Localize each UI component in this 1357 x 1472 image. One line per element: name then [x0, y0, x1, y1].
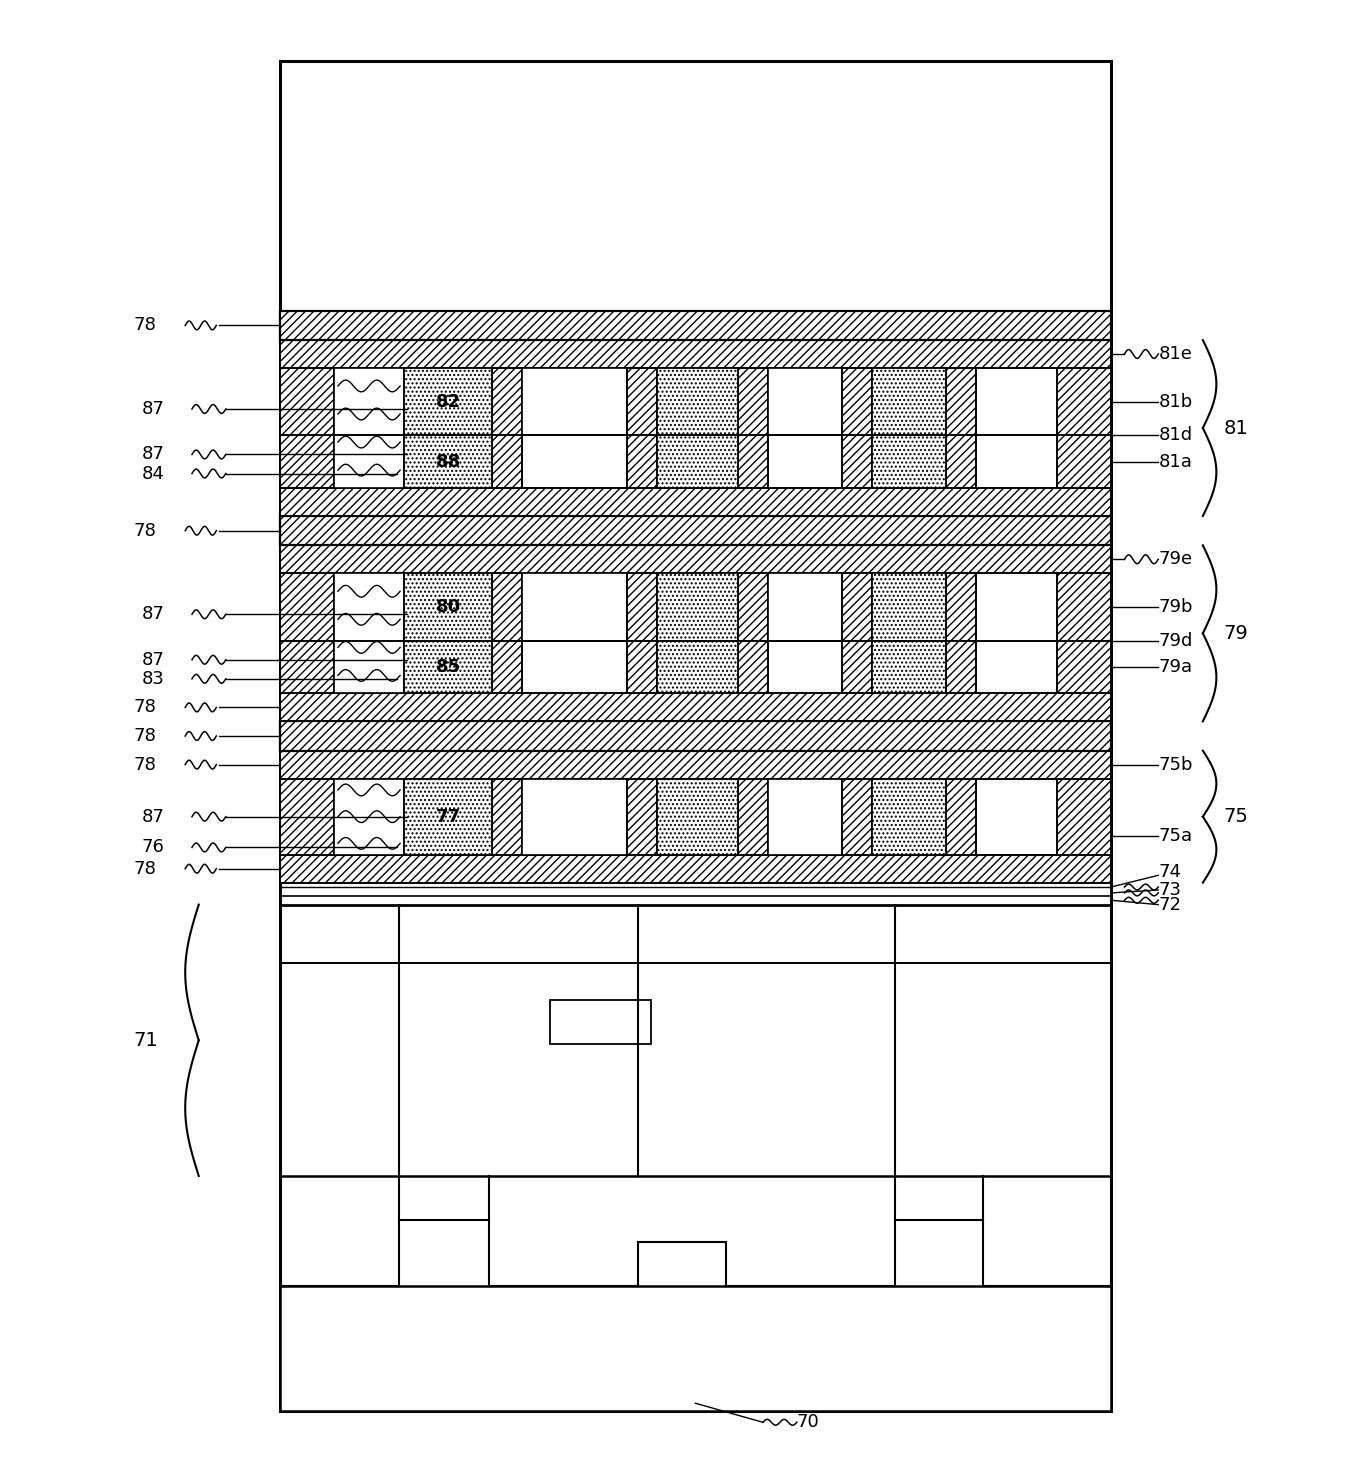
Bar	[768, 779, 843, 855]
Text: 78: 78	[134, 521, 157, 540]
Bar	[280, 779, 334, 855]
Bar	[1057, 779, 1111, 855]
Text: 81: 81	[1223, 418, 1248, 437]
Text: 70: 70	[797, 1413, 820, 1431]
Text: 81d: 81d	[1159, 427, 1193, 445]
Text: 79: 79	[1223, 624, 1248, 643]
Bar	[493, 573, 521, 693]
Text: 87: 87	[142, 446, 164, 464]
Bar	[521, 573, 627, 640]
Bar	[280, 311, 1111, 340]
Bar	[521, 779, 627, 855]
Bar	[627, 573, 657, 693]
Bar	[871, 573, 946, 693]
Text: 87: 87	[142, 651, 164, 668]
Bar	[404, 779, 493, 855]
Bar	[768, 573, 843, 640]
Text: 75: 75	[1223, 807, 1248, 826]
Bar	[404, 368, 493, 489]
Bar	[280, 368, 334, 489]
Bar	[280, 489, 1111, 517]
Text: 77: 77	[436, 808, 460, 826]
Bar	[280, 62, 1111, 1410]
Bar	[768, 368, 843, 436]
Bar	[280, 340, 1111, 368]
Bar	[334, 779, 404, 855]
Text: 87: 87	[142, 400, 164, 418]
Text: 71: 71	[133, 1030, 159, 1050]
Bar	[946, 573, 976, 693]
Bar	[280, 693, 1111, 721]
Text: 87: 87	[142, 605, 164, 623]
Bar	[1057, 368, 1111, 489]
Bar	[493, 779, 521, 855]
Bar	[550, 999, 651, 1044]
Text: 78: 78	[134, 860, 157, 877]
Bar	[843, 573, 871, 693]
Bar	[738, 573, 768, 693]
Text: 88: 88	[436, 453, 461, 471]
Text: 82: 82	[436, 393, 460, 411]
Text: 74: 74	[1159, 864, 1181, 882]
Bar	[738, 368, 768, 489]
Bar	[843, 368, 871, 489]
Text: 79d: 79d	[1159, 631, 1193, 649]
Bar	[871, 779, 946, 855]
Text: 75b: 75b	[1159, 755, 1193, 774]
Text: 80: 80	[436, 598, 460, 615]
Text: 81b: 81b	[1159, 393, 1193, 411]
Bar	[280, 573, 334, 693]
Bar	[404, 573, 493, 693]
Text: 81e: 81e	[1159, 344, 1193, 364]
Text: 83: 83	[142, 670, 164, 687]
Bar	[843, 779, 871, 855]
Text: 76: 76	[142, 839, 164, 857]
Bar	[627, 779, 657, 855]
Text: 73: 73	[1159, 880, 1181, 899]
Text: 75a: 75a	[1159, 827, 1193, 845]
Text: 85: 85	[436, 658, 460, 676]
Bar	[334, 573, 404, 693]
Bar	[280, 721, 1111, 751]
Text: 79a: 79a	[1159, 658, 1193, 676]
Bar	[738, 779, 768, 855]
Text: 78: 78	[134, 316, 157, 334]
Bar	[657, 779, 738, 855]
Bar	[493, 368, 521, 489]
Text: 72: 72	[1159, 895, 1181, 914]
Bar	[280, 517, 1111, 545]
Bar	[657, 368, 738, 489]
Bar	[627, 368, 657, 489]
Bar	[946, 779, 976, 855]
Text: 81a: 81a	[1159, 453, 1193, 471]
Bar	[657, 573, 738, 693]
Text: 79b: 79b	[1159, 598, 1193, 615]
Bar	[280, 545, 1111, 573]
Text: 78: 78	[134, 727, 157, 745]
Bar	[871, 368, 946, 489]
Bar	[280, 1287, 1111, 1410]
Bar	[946, 368, 976, 489]
Text: 78: 78	[134, 755, 157, 774]
Bar	[1057, 573, 1111, 693]
Text: 79e: 79e	[1159, 551, 1193, 568]
Bar	[334, 368, 404, 489]
Text: 78: 78	[134, 698, 157, 717]
Text: 84: 84	[142, 465, 164, 483]
Text: 87: 87	[142, 808, 164, 826]
Bar	[521, 368, 627, 436]
Bar	[280, 751, 1111, 779]
Bar	[280, 855, 1111, 883]
